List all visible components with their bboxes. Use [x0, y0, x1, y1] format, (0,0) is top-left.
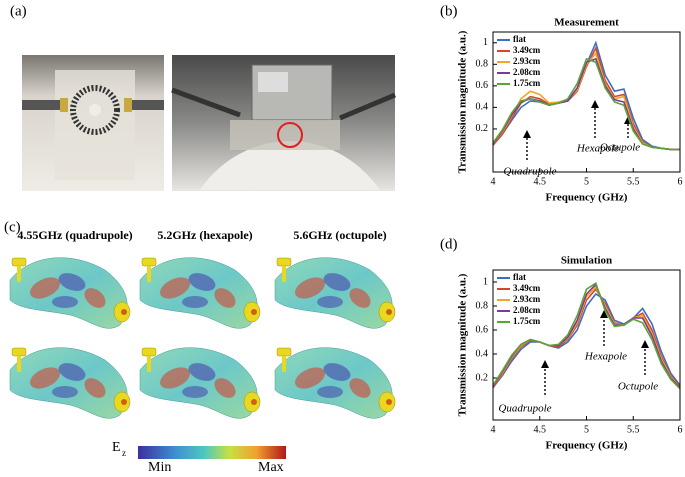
series-line	[492, 292, 681, 389]
y-tick-label: 0.2	[476, 372, 489, 383]
x-tick-label: 5	[584, 424, 589, 435]
colorbar-max: Max	[258, 460, 284, 475]
y-axis-label: Transmission magnitude (a.u.)	[457, 273, 469, 416]
legend-label: 2.08cm	[513, 67, 541, 77]
legend-label: flat	[513, 34, 526, 44]
y-tick-label: 0.2	[476, 123, 489, 134]
y-tick-label: 0.4	[476, 102, 489, 113]
y-tick-label: 0.8	[476, 59, 489, 70]
x-tick-label: 4	[491, 424, 496, 435]
photo-left	[22, 55, 164, 191]
y-tick-label: 0.4	[476, 348, 489, 359]
x-tick-label: 4	[491, 176, 496, 187]
legend-label: 2.93cm	[513, 56, 541, 66]
y-tick-label: 1	[483, 276, 488, 287]
arrow-head	[523, 130, 531, 138]
legend-label: 2.93cm	[513, 294, 541, 304]
x-tick-label: 4.5	[534, 176, 547, 187]
series-line	[492, 281, 681, 390]
legend-label: 1.75cm	[513, 316, 541, 326]
arrow-head	[541, 360, 549, 368]
annotation: Quadrupole	[498, 403, 551, 415]
y-axis-label: Transmission magnitude (a.u.)	[457, 30, 469, 173]
x-tick-label: 5.5	[627, 176, 640, 187]
x-axis-label: Frequency (GHz)	[546, 192, 628, 204]
legend-label: 2.08cm	[513, 305, 541, 315]
panel-label: (a)	[10, 3, 27, 19]
plot-frame	[492, 31, 681, 173]
annotation: Octupole	[618, 381, 658, 393]
field-title: 5.6GHz (octupole)	[293, 228, 386, 242]
colorbar	[138, 446, 286, 459]
colorbar-label-sub: z	[122, 448, 126, 458]
chart-title: Measurement	[554, 17, 619, 29]
x-tick-label: 6	[678, 176, 683, 187]
annotation: Hexapole	[584, 351, 627, 363]
plot-frame	[492, 269, 681, 421]
arrow-head	[641, 340, 649, 348]
y-tick-label: 0.8	[476, 300, 489, 311]
arrow-head	[600, 310, 608, 318]
x-tick-label: 4.5	[534, 424, 547, 435]
series-line	[492, 57, 680, 151]
x-axis-label: Frequency (GHz)	[546, 440, 628, 452]
x-tick-label: 5.5	[627, 424, 640, 435]
legend-label: 3.49cm	[513, 283, 541, 293]
y-tick-label: 0.6	[476, 324, 489, 335]
legend-label: 1.75cm	[513, 78, 541, 88]
panel-label: (d)	[440, 236, 458, 252]
field-renderings	[9, 257, 396, 419]
photo-right	[171, 55, 396, 191]
x-tick-label: 6	[678, 424, 683, 435]
y-tick-label: 1	[483, 37, 488, 48]
field-title: 4.55GHz (quadrupole)	[17, 228, 132, 242]
series-line	[492, 287, 681, 389]
x-tick-label: 5	[584, 176, 589, 187]
panel-label: (b)	[440, 3, 458, 19]
arrow-head	[591, 100, 599, 108]
colorbar-min: Min	[148, 460, 171, 475]
annotation: Hexapole	[576, 143, 619, 155]
legend-label: flat	[513, 272, 526, 282]
annotation: Octupole	[600, 142, 640, 154]
colorbar-label: E	[112, 440, 121, 455]
y-tick-label: 0.6	[476, 80, 489, 91]
panel-label: (c)	[4, 219, 21, 235]
field-title: 5.2GHz (hexapole)	[157, 228, 252, 242]
legend-label: 3.49cm	[513, 45, 541, 55]
chart-title: Simulation	[561, 255, 612, 267]
